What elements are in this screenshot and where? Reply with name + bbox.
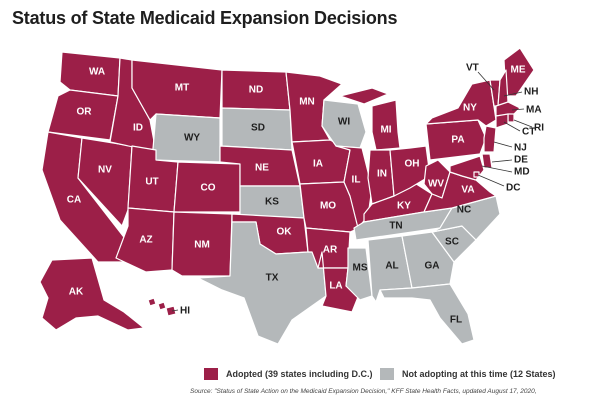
legend-label-not-adopted: Not adopting at this time (12 States)	[402, 369, 556, 379]
legend: Adopted (39 states including D.C.) Not a…	[0, 368, 600, 384]
state-label-HI: HI	[180, 306, 190, 317]
state-label-IL: IL	[352, 175, 361, 186]
state-TX	[197, 221, 327, 345]
leader-line-HI	[171, 309, 179, 312]
state-label-WY: WY	[184, 133, 200, 144]
state-MA	[495, 101, 521, 117]
state-label-AK: AK	[69, 287, 84, 298]
state-label-UT: UT	[145, 177, 158, 188]
state-label-KY: KY	[397, 201, 411, 212]
state-label-AL: AL	[385, 261, 398, 272]
map-title: Status of State Medicaid Expansion Decis…	[12, 8, 398, 28]
state-label-NJ: NJ	[514, 143, 527, 154]
state-label-SD: SD	[251, 123, 265, 134]
state-label-NV: NV	[98, 165, 112, 176]
state-label-KS: KS	[265, 197, 279, 208]
state-label-MT: MT	[175, 83, 189, 94]
state-label-IA: IA	[313, 159, 323, 170]
state-label-GA: GA	[425, 261, 440, 272]
state-NJ	[483, 125, 497, 153]
legend-item-not-adopted: Not adopting at this time (12 States)	[380, 368, 556, 380]
leader-line-MD	[481, 165, 513, 173]
state-label-LA: LA	[329, 281, 342, 292]
state-label-MI: MI	[380, 125, 391, 136]
state-label-ND: ND	[249, 85, 263, 96]
leader-line-DC	[477, 174, 505, 187]
state-label-NM: NM	[194, 240, 210, 251]
legend-label-adopted: Adopted (39 states including D.C.)	[226, 369, 373, 379]
state-label-MN: MN	[299, 97, 315, 108]
state-label-ME: ME	[511, 65, 526, 76]
state-label-WV: WV	[428, 179, 444, 190]
source-note: Source: "Status of State Action on the M…	[190, 388, 537, 395]
state-label-NY: NY	[463, 103, 477, 114]
leader-line-DE	[491, 159, 513, 163]
state-label-MA: MA	[526, 105, 542, 116]
state-label-VT: VT	[466, 63, 479, 74]
leader-line-NJ	[493, 141, 513, 148]
state-label-CT: CT	[522, 127, 535, 138]
state-label-OK: OK	[277, 227, 293, 238]
state-label-ID: ID	[133, 123, 143, 134]
state-label-TN: TN	[389, 221, 402, 232]
state-label-NC: NC	[457, 205, 471, 216]
state-AK	[39, 257, 145, 331]
state-GA	[401, 231, 455, 289]
state-label-NH: NH	[524, 87, 538, 98]
state-label-SC: SC	[445, 237, 459, 248]
state-NM	[171, 211, 233, 277]
state-label-PA: PA	[451, 135, 464, 146]
state-label-MS: MS	[353, 263, 368, 274]
us-medicaid-map: WA OR CA NV ID MT WY UT AZ CO NM ND SD N…	[39, 47, 544, 345]
leader-line-VT	[477, 71, 495, 91]
state-NH	[497, 69, 509, 107]
state-label-RI: RI	[534, 123, 544, 134]
leader-line-MA	[511, 108, 525, 111]
state-label-VA: VA	[461, 185, 474, 196]
state-label-MD: MD	[514, 167, 530, 178]
state-label-FL: FL	[450, 315, 462, 326]
leader-line-NH	[503, 91, 523, 97]
state-MS	[345, 247, 373, 301]
state-label-MO: MO	[320, 201, 336, 212]
state-label-DE: DE	[514, 155, 528, 166]
state-label-NE: NE	[255, 163, 269, 174]
legend-swatch-adopted	[204, 368, 218, 380]
state-label-WA: WA	[89, 67, 105, 78]
legend-swatch-not-adopted	[380, 368, 394, 380]
legend-item-adopted: Adopted (39 states including D.C.)	[204, 368, 373, 380]
state-label-OR: OR	[77, 107, 93, 118]
state-label-TX: TX	[266, 273, 279, 284]
state-label-CA: CA	[67, 195, 81, 206]
state-FL	[379, 283, 475, 345]
state-label-IN: IN	[377, 169, 387, 180]
state-label-AZ: AZ	[139, 235, 152, 246]
state-OR	[47, 89, 119, 141]
state-HI	[147, 297, 177, 317]
state-NY	[425, 79, 497, 127]
state-CT	[495, 113, 509, 129]
state-DC	[473, 171, 480, 178]
leader-line-CT	[503, 121, 521, 132]
state-label-CO: CO	[201, 183, 216, 194]
state-MI	[339, 87, 401, 151]
state-label-OH: OH	[405, 159, 420, 170]
state-label-WI: WI	[338, 117, 350, 128]
leader-line-RI	[513, 119, 533, 128]
state-RI	[507, 113, 515, 123]
state-label-DC: DC	[506, 183, 520, 194]
state-label-AR: AR	[323, 245, 338, 256]
